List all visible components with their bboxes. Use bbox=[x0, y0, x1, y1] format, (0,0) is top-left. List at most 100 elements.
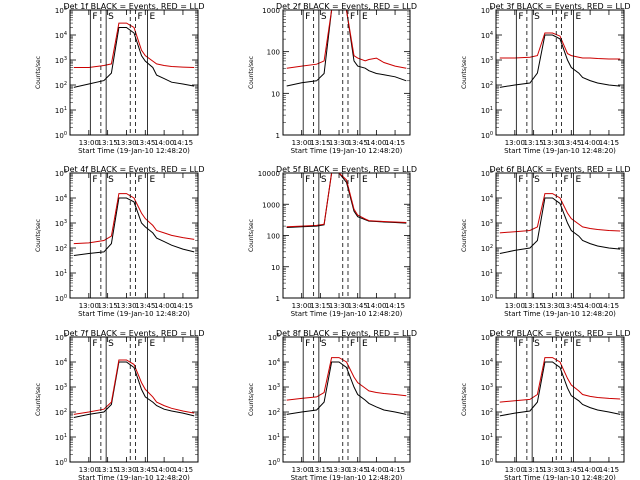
y-tick-label: 102 bbox=[55, 81, 67, 90]
region-marker: F bbox=[138, 339, 143, 349]
x-tick-label: 13:00 bbox=[505, 302, 525, 310]
region-marker: F bbox=[350, 12, 355, 22]
y-tick-label: 10 bbox=[271, 90, 280, 98]
x-tick-label: 13:45 bbox=[135, 302, 155, 310]
y-tick-label: 101 bbox=[55, 269, 67, 278]
plot-frame bbox=[495, 336, 625, 463]
x-tick-label: 14:15 bbox=[599, 302, 619, 310]
chart-title: Det 6f BLACK = Events, RED = LLD bbox=[489, 165, 630, 174]
x-tick-label: 13:30 bbox=[116, 466, 136, 474]
y-tick-label: 104 bbox=[55, 31, 67, 40]
chart-panel-6: Det 6f BLACK = Events, RED = LLD Counts/s… bbox=[461, 165, 631, 318]
region-marker: S bbox=[108, 175, 114, 185]
x-tick-label: 13:45 bbox=[348, 139, 368, 147]
region-marker: F bbox=[92, 12, 97, 22]
y-tick-label: 103 bbox=[268, 383, 280, 392]
y-tick-label: 102 bbox=[268, 408, 280, 417]
x-tick-label: 13:30 bbox=[542, 466, 562, 474]
y-axis-label: Counts/sec bbox=[461, 383, 468, 416]
x-tick-label: 13:15 bbox=[310, 139, 330, 147]
x-tick-label: 13:15 bbox=[524, 466, 544, 474]
y-tick-label: 104 bbox=[55, 194, 67, 203]
x-tick-label: 14:00 bbox=[154, 302, 174, 310]
y-tick-label: 105 bbox=[55, 169, 67, 178]
y-tick-label: 100 bbox=[481, 294, 493, 303]
events-series-line bbox=[73, 197, 195, 256]
chart-panel-1: Det 1f BLACK = Events, RED = LLD Counts/s… bbox=[35, 2, 205, 155]
region-marker: F bbox=[518, 175, 523, 185]
x-tick-label: 13:00 bbox=[505, 466, 525, 474]
region-marker: E bbox=[362, 12, 368, 22]
x-tick-label: 14:15 bbox=[599, 466, 619, 474]
chart-title: Det 7f BLACK = Events, RED = LLD bbox=[63, 329, 204, 338]
chart-title: Det 1f BLACK = Events, RED = LLD bbox=[63, 2, 204, 11]
x-tick-label: 14:15 bbox=[385, 302, 405, 310]
x-tick-label: 14:00 bbox=[580, 139, 600, 147]
y-tick-label: 102 bbox=[481, 408, 493, 417]
region-marker: F bbox=[92, 339, 97, 349]
region-marker: F bbox=[350, 339, 355, 349]
y-axis-label: Counts/sec bbox=[248, 383, 255, 416]
x-axis-label: Start Time (19-Jan-10 12:48:20) bbox=[504, 474, 616, 480]
x-axis-label: Start Time (19-Jan-10 12:48:20) bbox=[504, 147, 616, 155]
region-marker: F bbox=[138, 175, 143, 185]
events-series-line bbox=[73, 27, 195, 88]
x-tick-label: 13:00 bbox=[79, 466, 99, 474]
region-marker: F bbox=[564, 12, 569, 22]
y-tick-label: 103 bbox=[55, 383, 67, 392]
y-tick-label: 105 bbox=[55, 333, 67, 342]
plot-frame bbox=[495, 9, 625, 136]
x-tick-label: 13:30 bbox=[542, 302, 562, 310]
x-tick-label: 13:45 bbox=[561, 302, 581, 310]
y-axis-label: Counts/sec bbox=[461, 56, 468, 89]
chart-title: Det 4f BLACK = Events, RED = LLD bbox=[63, 165, 204, 174]
x-tick-label: 13:45 bbox=[561, 466, 581, 474]
x-tick-label: 13:00 bbox=[79, 139, 99, 147]
x-tick-label: 14:15 bbox=[173, 466, 193, 474]
y-tick-label: 104 bbox=[481, 358, 493, 367]
x-tick-label: 13:00 bbox=[292, 302, 312, 310]
x-axis-label: Start Time (19-Jan-10 12:48:20) bbox=[78, 474, 190, 480]
x-axis-label: Start Time (19-Jan-10 12:48:20) bbox=[78, 310, 190, 318]
x-axis-label: Start Time (19-Jan-10 12:48:20) bbox=[291, 310, 403, 318]
y-tick-label: 101 bbox=[481, 433, 493, 442]
region-marker: F bbox=[305, 12, 310, 22]
x-tick-label: 13:15 bbox=[310, 302, 330, 310]
y-axis-label: Counts/sec bbox=[248, 219, 255, 252]
lld-series-line bbox=[499, 32, 621, 60]
region-marker: F bbox=[518, 12, 523, 22]
y-tick-label: 103 bbox=[55, 219, 67, 228]
y-tick-label: 1000 bbox=[262, 201, 280, 209]
chart-panel-3: Det 3f BLACK = Events, RED = LLD Counts/s… bbox=[461, 2, 631, 155]
y-tick-label: 104 bbox=[268, 358, 280, 367]
y-tick-label: 100 bbox=[55, 458, 67, 467]
x-tick-label: 13:45 bbox=[348, 466, 368, 474]
x-axis-label: Start Time (19-Jan-10 12:48:20) bbox=[291, 474, 403, 480]
y-tick-label: 100 bbox=[481, 458, 493, 467]
y-tick-label: 104 bbox=[55, 358, 67, 367]
y-tick-label: 101 bbox=[55, 106, 67, 115]
region-marker: F bbox=[350, 175, 355, 185]
y-tick-label: 102 bbox=[481, 81, 493, 90]
x-tick-label: 13:30 bbox=[329, 302, 349, 310]
y-tick-label: 102 bbox=[55, 408, 67, 417]
region-marker: F bbox=[92, 175, 97, 185]
y-tick-label: 105 bbox=[481, 169, 493, 178]
y-tick-label: 103 bbox=[55, 56, 67, 65]
chart-panel-9: Det 9f BLACK = Events, RED = LLD Counts/s… bbox=[461, 329, 631, 480]
y-axis-label: Counts/sec bbox=[461, 219, 468, 252]
region-marker: E bbox=[150, 339, 156, 349]
x-tick-label: 13:00 bbox=[292, 466, 312, 474]
y-tick-label: 100 bbox=[55, 294, 67, 303]
y-tick-label: 105 bbox=[55, 6, 67, 15]
x-tick-label: 14:00 bbox=[366, 139, 386, 147]
region-marker: F bbox=[564, 175, 569, 185]
y-tick-label: 102 bbox=[481, 244, 493, 253]
y-tick-label: 104 bbox=[481, 194, 493, 203]
events-series-line bbox=[499, 361, 621, 417]
x-tick-label: 13:45 bbox=[135, 139, 155, 147]
region-marker: S bbox=[321, 12, 327, 22]
y-tick-label: 101 bbox=[481, 106, 493, 115]
region-marker: E bbox=[576, 12, 582, 22]
